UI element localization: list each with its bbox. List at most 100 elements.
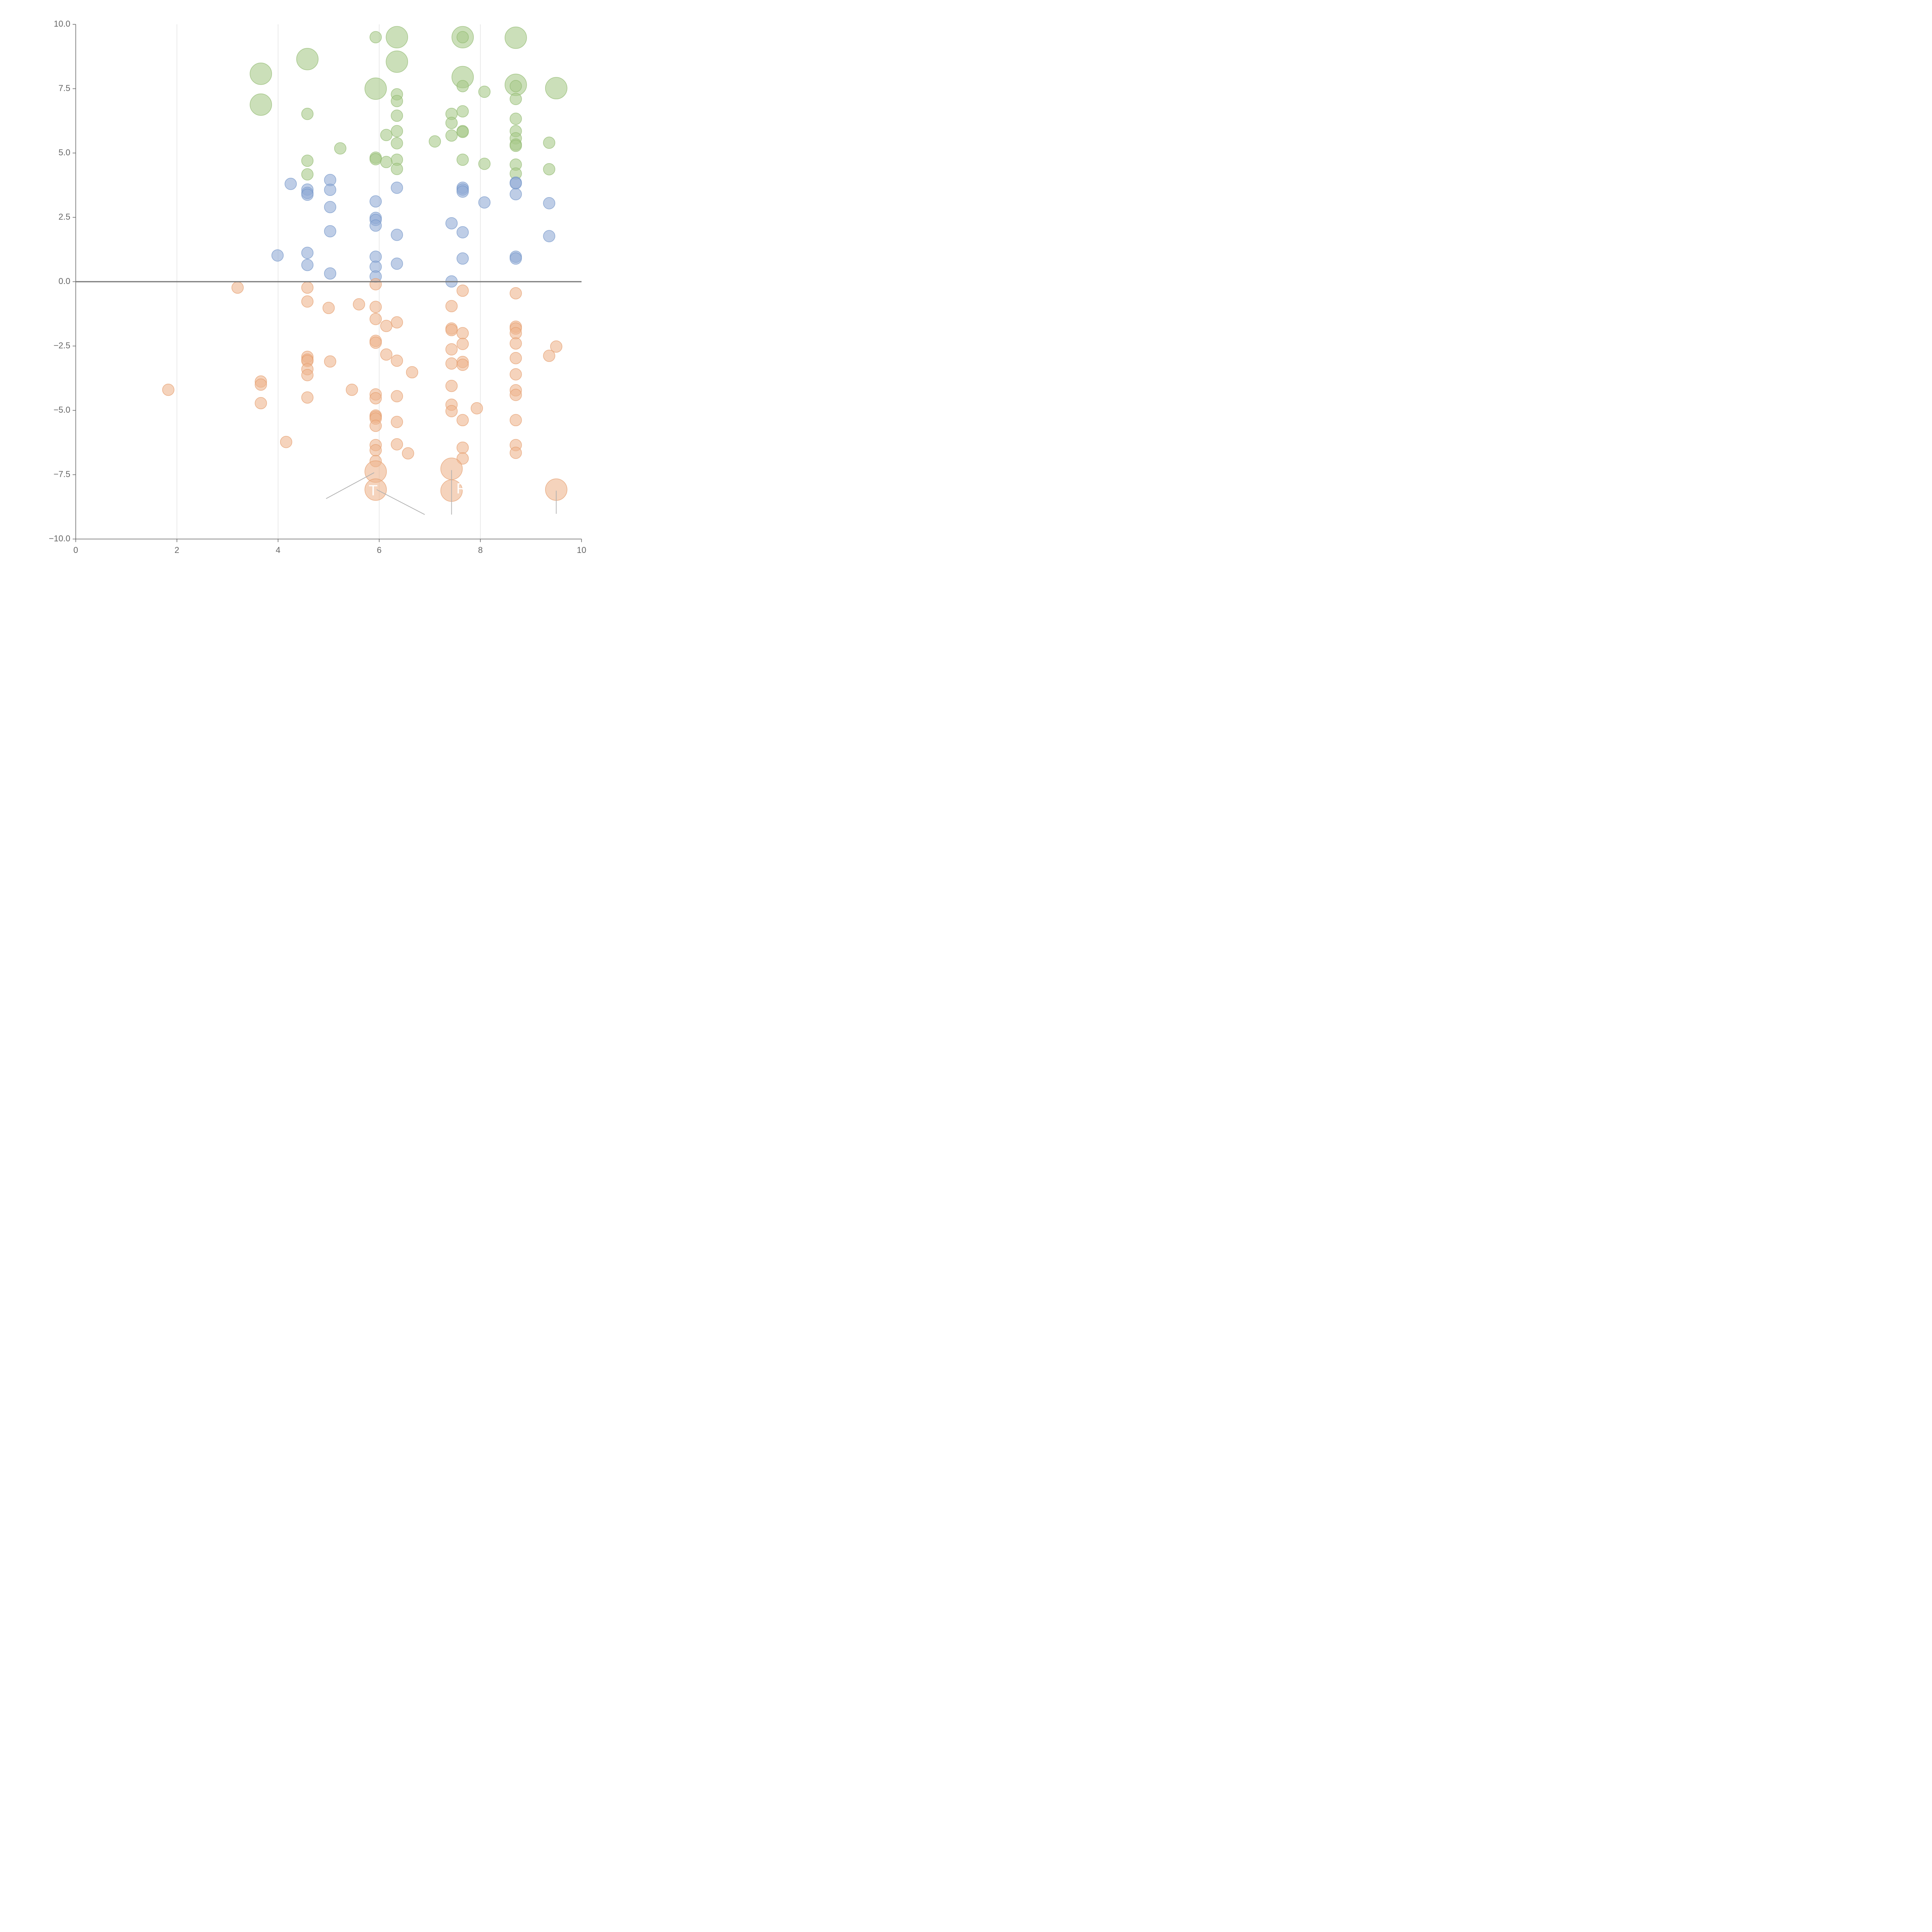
y-tick-label: −7.5 <box>54 469 70 479</box>
y-tick-label: 7.5 <box>58 83 70 93</box>
bubble-point <box>324 201 337 213</box>
bubble-point <box>296 48 319 70</box>
bubble-point <box>324 267 337 280</box>
bubble-point <box>345 383 358 396</box>
bubble-point <box>250 63 272 85</box>
y-axis-ticks: 10.0 7.5 5.0 2.5 0.0 −2.5 −5.0 −7.5 −10.… <box>49 19 76 543</box>
bubble-point <box>510 447 522 459</box>
bubble-point <box>456 284 469 297</box>
bubble-point <box>550 340 563 353</box>
bubble-point <box>445 129 458 142</box>
bubble-point <box>324 184 337 196</box>
bubble-point <box>280 436 293 448</box>
bubble-point <box>324 355 337 368</box>
bubble-point <box>324 225 337 238</box>
bubble-point <box>301 295 314 308</box>
bubble-scatter-chart: T R 10.0 7.5 5.0 2.5 0.0 −2.5 −5.0 −7.5 … <box>49 19 586 555</box>
bubble-point <box>543 350 555 362</box>
bubble-point <box>510 252 522 265</box>
y-tick-label: −2.5 <box>54 340 70 350</box>
bubble-point <box>510 337 522 350</box>
bubble-point <box>364 77 387 100</box>
bubble-point <box>301 108 314 120</box>
x-tick-label: 8 <box>478 545 483 555</box>
bubble-point <box>301 391 314 404</box>
bubble-point <box>369 392 382 405</box>
bubble-point <box>369 337 382 349</box>
x-axis-ticks: 0 2 4 6 8 10 <box>73 539 586 555</box>
bubble-point <box>456 80 469 92</box>
bubble-point <box>380 129 393 141</box>
bubble-point <box>284 178 297 190</box>
bubble-point <box>510 112 522 125</box>
bubble-point <box>364 478 387 501</box>
bubble-point <box>510 414 522 427</box>
bubble-point <box>510 389 522 401</box>
bubble-point <box>391 229 403 241</box>
bubble-point <box>478 158 491 170</box>
bubble-point <box>510 93 522 105</box>
bubble-point <box>391 163 403 175</box>
bubble-point <box>445 405 458 417</box>
bubble-point <box>510 368 522 381</box>
bubble-point <box>456 252 469 265</box>
bubble-point <box>456 327 469 339</box>
x-tick-label: 10 <box>577 545 586 555</box>
bubble-point <box>162 383 175 396</box>
bubble-point <box>510 177 522 190</box>
bubble-point <box>456 105 469 117</box>
bubble-point <box>391 257 403 270</box>
y-tick-label: −10.0 <box>49 534 70 543</box>
bubble-point <box>369 444 382 456</box>
x-tick-label: 2 <box>175 545 179 555</box>
bubble-point <box>369 301 382 313</box>
bubble-point <box>369 153 382 165</box>
bubble-point <box>391 316 403 328</box>
bubble-points <box>162 26 568 502</box>
bubble-point <box>478 85 491 98</box>
leader-line <box>376 489 425 515</box>
bubble-point <box>456 414 469 427</box>
bubble-point <box>322 302 335 314</box>
bubble-point <box>456 226 469 238</box>
bubble-point <box>402 447 414 459</box>
bubble-point <box>510 80 522 92</box>
bubble-point <box>510 287 522 299</box>
bubble-point <box>391 354 403 367</box>
bubble-point <box>445 343 458 355</box>
bubble-point <box>445 117 458 129</box>
bubble-point <box>369 219 382 232</box>
bubble-point <box>380 320 393 332</box>
bubble-point <box>456 185 469 198</box>
bubble-point <box>391 416 403 428</box>
bubble-point <box>353 298 365 311</box>
y-tick-label: 10.0 <box>54 19 70 29</box>
bubble-point <box>478 196 491 209</box>
bubble-point <box>231 281 244 294</box>
y-tick-label: 5.0 <box>58 148 70 157</box>
bubble-point <box>271 249 284 262</box>
bubble-point <box>510 352 522 364</box>
bubble-point <box>510 139 522 152</box>
x-tick-label: 4 <box>276 545 280 555</box>
bubble-point <box>543 163 555 175</box>
bubble-point <box>334 142 347 155</box>
bubble-point <box>301 155 314 167</box>
bubble-point <box>301 247 314 259</box>
bubble-point <box>369 31 382 44</box>
bubble-point <box>386 50 408 73</box>
bubble-point <box>510 327 522 339</box>
y-tick-label: −5.0 <box>54 405 70 415</box>
bubble-point <box>510 188 522 201</box>
bubble-point <box>369 278 382 291</box>
bubble-point <box>380 348 393 361</box>
bubble-point <box>445 357 458 370</box>
bubble-point <box>391 390 403 403</box>
bubble-point <box>301 189 314 201</box>
bubble-point <box>406 366 418 379</box>
bubble-point <box>301 259 314 271</box>
leader-line <box>326 472 374 499</box>
annotation-labels: T R <box>369 481 467 499</box>
bubble-point <box>301 369 314 381</box>
bubble-point <box>250 94 272 116</box>
